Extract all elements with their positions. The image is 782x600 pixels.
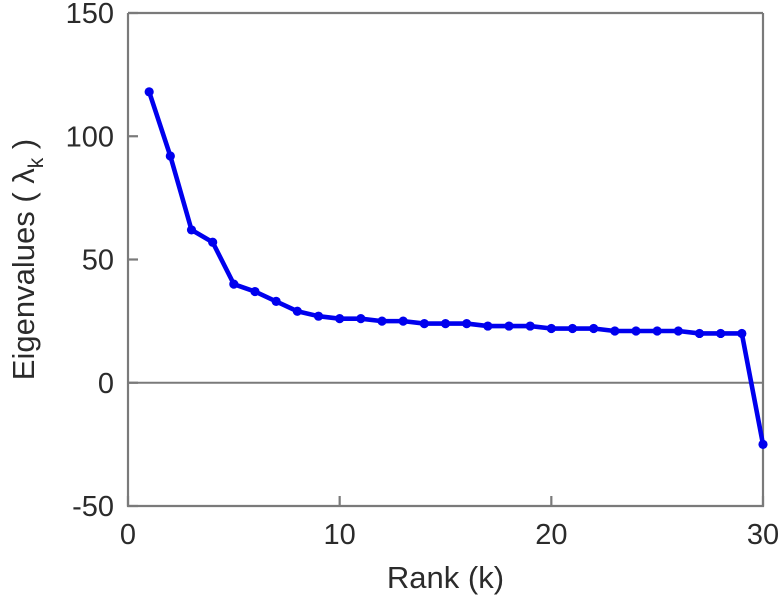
data-point-marker xyxy=(165,151,175,161)
data-point-marker xyxy=(652,326,662,336)
x-tick-label: 10 xyxy=(324,519,356,551)
data-point-marker xyxy=(589,323,599,334)
data-point-marker xyxy=(313,311,324,321)
y-tick-label: 100 xyxy=(66,121,114,153)
data-point-marker xyxy=(398,316,408,326)
y-tick-label: -50 xyxy=(72,491,114,523)
data-point-marker xyxy=(271,296,281,306)
data-point-marker xyxy=(567,323,578,334)
y-tick-label: 150 xyxy=(66,0,114,30)
data-point-marker xyxy=(144,87,154,97)
y-axis-title: Eigenvalues ( λk ) xyxy=(6,139,48,380)
data-point-marker xyxy=(694,328,705,339)
x-axis-title: Rank (k) xyxy=(387,560,504,595)
data-point-marker xyxy=(335,314,345,324)
data-point-marker xyxy=(504,321,514,331)
data-point-marker xyxy=(440,318,451,329)
data-point-marker xyxy=(356,314,366,324)
data-point-marker xyxy=(737,328,747,339)
data-point-marker xyxy=(483,321,493,331)
data-point-marker xyxy=(250,286,260,297)
data-point-marker xyxy=(377,316,387,326)
data-point-marker xyxy=(525,321,535,331)
data-point-marker xyxy=(208,237,218,247)
x-tick-label: 20 xyxy=(535,519,567,551)
x-tick-label: 0 xyxy=(120,519,136,551)
data-point-marker xyxy=(716,328,726,339)
x-tick-label: 30 xyxy=(747,519,779,551)
data-point-marker xyxy=(292,306,302,316)
data-point-marker xyxy=(419,318,429,329)
eigenvalue-series-line xyxy=(146,89,766,447)
data-point-marker xyxy=(229,279,239,289)
data-point-marker xyxy=(610,326,620,336)
data-point-marker xyxy=(758,439,768,449)
data-point-marker xyxy=(673,326,683,336)
data-point-marker xyxy=(546,323,556,334)
data-point-marker xyxy=(462,318,472,329)
y-tick-label: 50 xyxy=(82,245,114,277)
y-axis-title-text: Eigenvalues ( λk ) xyxy=(6,139,48,380)
data-point-marker xyxy=(186,225,197,235)
data-point-marker xyxy=(631,326,641,336)
y-tick-label: 0 xyxy=(98,368,114,400)
